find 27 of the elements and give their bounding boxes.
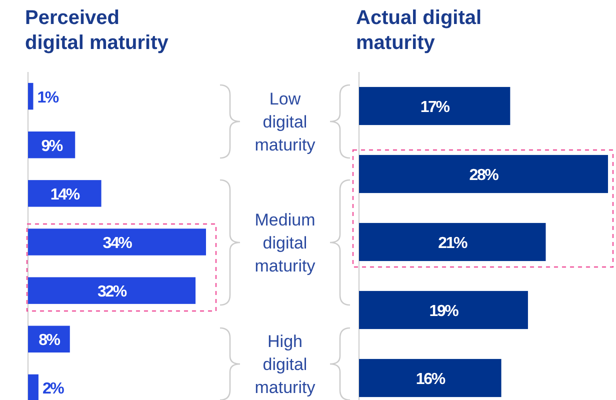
bar — [28, 180, 102, 207]
bar — [28, 82, 34, 110]
bar — [359, 222, 546, 262]
data-label: 21% — [438, 235, 468, 252]
text: Medium digital maturity — [254, 210, 316, 276]
data-label: 19% — [429, 303, 459, 320]
bar — [359, 290, 528, 330]
data-label: 9% — [41, 138, 63, 155]
text: Low digital maturity — [254, 90, 316, 154]
bar — [28, 228, 206, 256]
text: High digital maturity — [254, 332, 316, 397]
chart-title: Actual digital maturity — [356, 7, 482, 54]
bar — [28, 374, 38, 400]
data-label: 14% — [50, 186, 80, 204]
data-label: 1% — [37, 89, 59, 106]
data-label: 28% — [469, 167, 499, 184]
data-label: 32% — [98, 284, 127, 301]
bar — [359, 154, 608, 194]
data-label: 34% — [102, 235, 132, 252]
bar — [359, 86, 510, 126]
bar — [28, 277, 196, 304]
bar — [359, 358, 502, 398]
data-label: 17% — [420, 99, 450, 116]
data-label: 2% — [42, 380, 64, 398]
data-label: 16% — [416, 371, 446, 388]
data-label: 8% — [38, 332, 60, 350]
chart-title: Perceived digital maturity — [25, 7, 170, 54]
